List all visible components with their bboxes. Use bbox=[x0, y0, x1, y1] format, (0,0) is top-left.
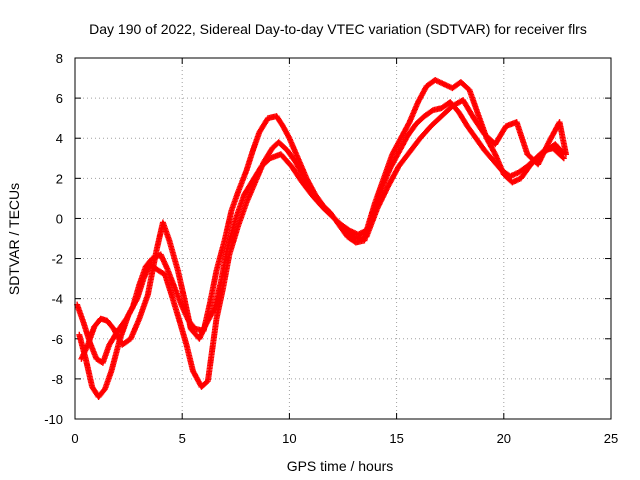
series-track-c bbox=[78, 97, 569, 362]
y-tick-label: 8 bbox=[56, 51, 63, 66]
plot-frame bbox=[74, 57, 612, 420]
y-tick-label: 0 bbox=[56, 211, 63, 226]
x-axis-label: GPS time / hours bbox=[287, 458, 394, 474]
x-tick-label: 0 bbox=[71, 431, 78, 446]
grid bbox=[75, 58, 611, 419]
data-point bbox=[562, 151, 569, 158]
series-track-a bbox=[74, 77, 567, 366]
y-tick-labels: -10 -8 -6 -4 -2 0 2 4 6 8 bbox=[44, 51, 63, 427]
x-tick-label: 15 bbox=[389, 431, 403, 446]
y-tick-label: -10 bbox=[44, 412, 63, 427]
y-tick-label: -6 bbox=[51, 332, 63, 347]
x-tick-label: 10 bbox=[282, 431, 296, 446]
data-point bbox=[560, 155, 567, 162]
chart-title: Day 190 of 2022, Sidereal Day-to-day VTE… bbox=[89, 21, 587, 37]
x-tick-label: 25 bbox=[604, 431, 618, 446]
data-points bbox=[74, 77, 569, 400]
y-tick-label: -4 bbox=[51, 292, 63, 307]
y-tick-label: -2 bbox=[51, 252, 63, 267]
y-tick-label: 2 bbox=[56, 171, 63, 186]
y-axis-label: SDTVAR / TECUs bbox=[6, 183, 22, 295]
x-tick-labels: 0 5 10 15 20 25 bbox=[71, 431, 618, 446]
x-tick-label: 20 bbox=[497, 431, 511, 446]
y-tick-label: 6 bbox=[56, 91, 63, 106]
data-point bbox=[559, 154, 566, 161]
y-tick-label: -8 bbox=[51, 372, 63, 387]
axis-ticks bbox=[74, 57, 612, 420]
x-tick-label: 5 bbox=[179, 431, 186, 446]
y-tick-label: 4 bbox=[56, 131, 63, 146]
